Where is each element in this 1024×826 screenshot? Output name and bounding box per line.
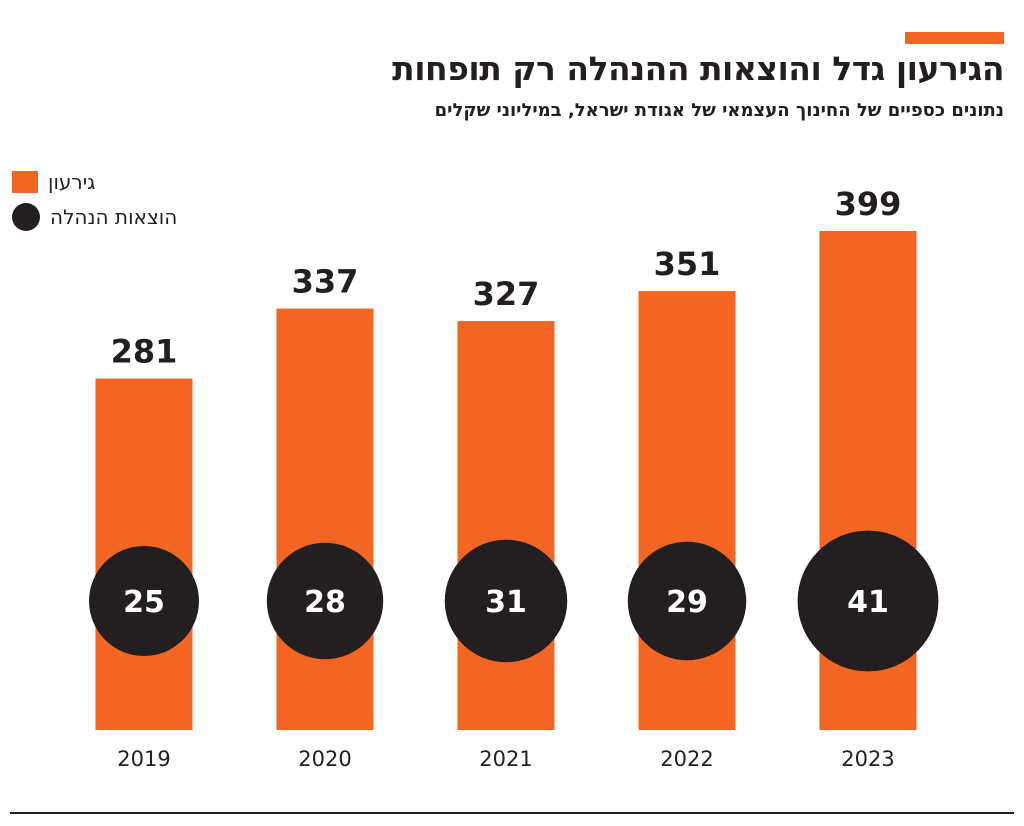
x-tick-label-2023: 2023 [841,747,894,771]
legend-item-deficit: גירעון [12,165,95,199]
deficit-value-label-2022: 351 [654,245,721,283]
expenses-value-label-2022: 29 [666,585,708,620]
expenses-circle-2022 [627,541,747,661]
expenses-circle-2021 [444,539,568,663]
expenses-circle-2020 [266,542,384,660]
x-tick-label-2022: 2022 [660,747,713,771]
legend-swatch-expenses [12,203,40,231]
expenses-circle-2023 [797,530,939,672]
deficit-value-label-2021: 327 [473,275,540,313]
chart-title: הגירעון גדל והוצאות ההנהלה רק תופחות [392,49,1004,88]
chart-subtitle: נתונים כספיים של החינוך העצמאי של אגודת … [434,100,1004,121]
expenses-value-label-2021: 31 [485,585,527,620]
deficit-bar-2022 [638,291,736,730]
deficit-bar-2020 [276,308,374,730]
x-tick-label-2021: 2021 [479,747,532,771]
legend-item-expenses: הוצאות הנהלה [12,200,177,234]
legend-label-expenses: הוצאות הנהלה [50,205,178,229]
bottom-rule [10,812,1014,814]
deficit-value-label-2020: 337 [292,263,359,301]
deficit-bar-2021 [457,321,555,730]
expenses-value-label-2023: 41 [847,585,889,620]
expenses-value-label-2020: 28 [304,585,346,620]
legend-swatch-deficit [12,171,38,193]
accent-bar [905,32,1004,44]
deficit-value-label-2023: 399 [835,185,902,223]
deficit-value-label-2019: 281 [111,333,178,371]
x-tick-label-2019: 2019 [117,747,170,771]
expenses-circle-2019 [89,546,199,656]
legend-label-deficit: גירעון [48,170,96,194]
x-tick-label-2020: 2020 [298,747,351,771]
expenses-value-label-2019: 25 [123,585,165,620]
